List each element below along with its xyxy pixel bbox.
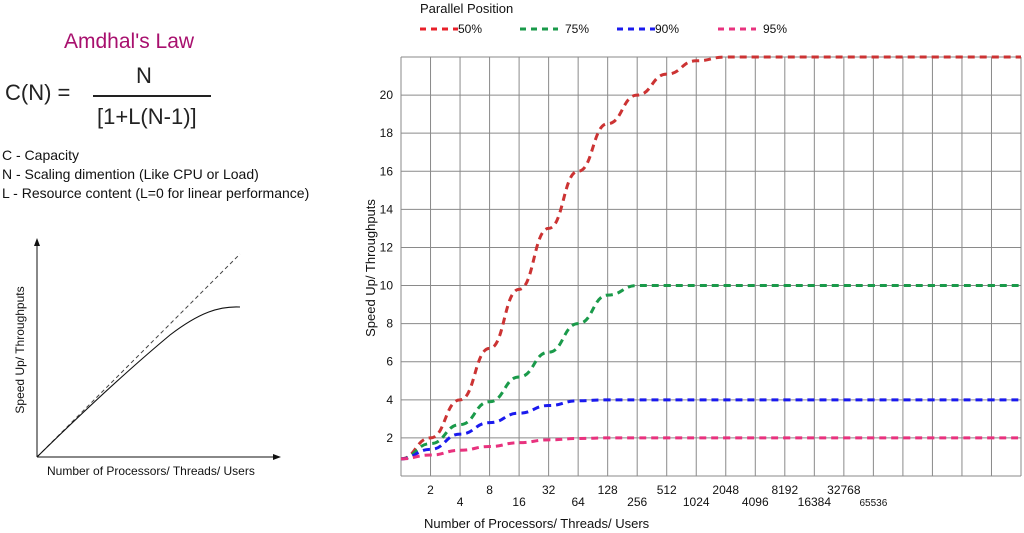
series-line-75pct (400, 284, 1021, 461)
series-line-50pct (400, 55, 1021, 461)
x-tick-label: 16 (512, 495, 526, 509)
x-tick-label: 32768 (827, 483, 861, 497)
y-tick-label: 16 (380, 164, 394, 178)
series-line-90pct (400, 398, 1021, 461)
y-tick-label: 4 (386, 393, 393, 407)
sketch-amdahl-curve (36, 306, 241, 458)
sketch-x-arrow-icon (273, 454, 281, 460)
series-line-95pct (400, 436, 1021, 461)
x-tick-label: 64 (571, 495, 585, 509)
definition-c: C - Capacity (2, 147, 80, 163)
y-tick-label: 8 (386, 317, 393, 331)
formula-numerator: N (136, 63, 152, 88)
x-tick-label: 8192 (771, 483, 798, 497)
y-tick-label: 20 (380, 88, 394, 102)
y-tick-label: 18 (380, 126, 394, 140)
legend: Parallel Position 50% 75% 90% 95% (420, 1, 787, 36)
legend-label: 95% (763, 22, 787, 36)
x-tick-label: 512 (657, 483, 677, 497)
sketch-y-label: Speed Up/ Throughputs (13, 286, 27, 413)
x-tick-label: 1024 (683, 495, 710, 509)
x-tick-label: 2 (427, 483, 434, 497)
x-tick-label: 4096 (742, 495, 769, 509)
sketch-x-label: Number of Processors/ Threads/ Users (47, 464, 255, 478)
formula-denominator: [1+L(N-1)] (97, 104, 197, 129)
x-tick-label: 8 (486, 483, 493, 497)
chart-series (400, 55, 1021, 461)
y-tick-label: 6 (386, 355, 393, 369)
x-tick-label: 16384 (798, 495, 832, 509)
x-tick-label: 32 (542, 483, 556, 497)
x-axis-label: Number of Processors/ Threads/ Users (424, 516, 650, 531)
definitions: C - Capacity N - Scaling dimention (Like… (2, 146, 309, 203)
legend-title: Parallel Position (420, 1, 513, 16)
definition-l: L - Resource content (L=0 for linear per… (2, 185, 310, 201)
x-tick-label: 256 (627, 495, 647, 509)
y-tick-label: 2 (386, 431, 393, 445)
chart-grid (400, 56, 1022, 477)
amdahl-title: Amdhal's Law (64, 30, 195, 53)
y-tick-label: 14 (380, 202, 394, 216)
legend-label: 50% (458, 22, 482, 36)
y-tick-label: 10 (380, 279, 394, 293)
x-tick-label: 128 (598, 483, 618, 497)
sketch-linear-line (36, 253, 241, 458)
sketch-y-arrow-icon (34, 238, 40, 246)
legend-label: 90% (655, 22, 679, 36)
y-tick-labels: 2 4 6 8 10 12 14 16 18 20 (380, 88, 394, 445)
x-tick-label: 65536 (859, 498, 887, 509)
legend-label: 75% (565, 22, 589, 36)
sketch-diagram: Speed Up/ Throughputs Number of Processo… (13, 238, 281, 478)
y-axis-label: Speed Up/ Throughputs (363, 199, 378, 337)
y-tick-label: 12 (380, 240, 394, 254)
definition-n: N - Scaling dimention (Like CPU or Load) (2, 166, 259, 182)
fraction-bar (93, 95, 211, 97)
formula-lhs: C(N) = (5, 80, 71, 105)
x-tick-label: 4 (457, 495, 464, 509)
x-tick-labels: 2 4 8 16 32 64 128 256 512 1024204840968192163843… (427, 483, 888, 509)
x-tick-label: 2048 (712, 483, 739, 497)
